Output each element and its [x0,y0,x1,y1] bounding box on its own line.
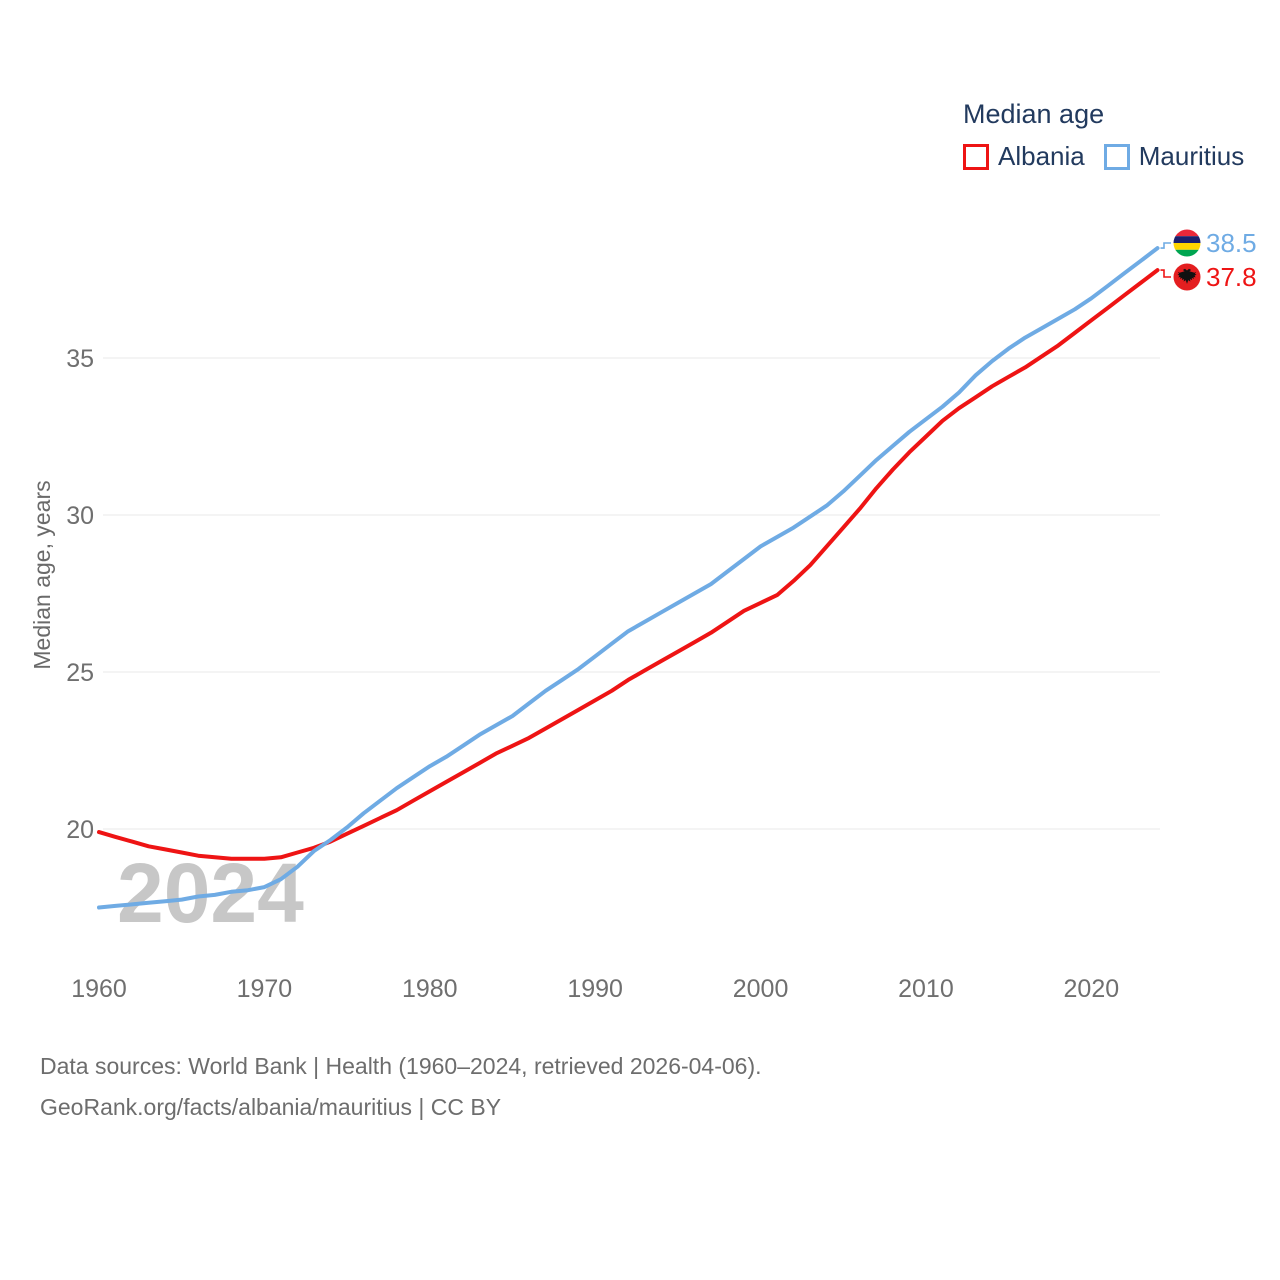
watermark-year: 2024 [117,846,304,940]
albania-line[interactable] [97,268,1160,861]
gridlines [103,357,1160,830]
mauritius-flag-stripe-blue [1173,236,1201,243]
y-axis-title: Median age, years [29,480,55,670]
series-lines [97,246,1160,910]
label-connectors [1160,242,1171,278]
x-tick-1970: 1970 [237,975,293,1003]
y-tick-35: 35 [66,345,94,373]
albania-series-swatch [963,143,989,170]
x-tick-2020: 2020 [1064,975,1120,1003]
mauritius-line[interactable] [97,246,1160,910]
mauritius-end-value: 38.5 [1206,228,1257,258]
legend-title: Median age [963,99,1105,129]
y-tick-30: 30 [66,502,94,530]
mauritius-flag-icon [1173,229,1201,257]
mauritius-flag-stripe-green [1173,249,1201,257]
albania-end-value: 37.8 [1206,262,1257,292]
y-tick-25: 25 [66,659,94,687]
legend-label-mauritius: Mauritius [1138,141,1245,171]
x-tick-1990: 1990 [567,975,623,1003]
legend-items: Albania Mauritius [963,141,1244,172]
legend-item-mauritius[interactable]: Mauritius [1103,141,1245,172]
footer-data-sources: Data sources: World Bank | Health (1960–… [40,1053,762,1079]
mauritius-series-swatch [1103,143,1130,170]
albania-flag-icon [1173,263,1201,291]
mauritius-flag-stripe-red [1173,229,1201,237]
footer: Data sources: World Bank | Health (1960–… [40,1046,762,1128]
albania-label-connector [1160,269,1171,278]
footer-attribution: GeoRank.org/facts/albania/mauritius | CC… [40,1094,502,1120]
albania-flag-eagle [1177,268,1197,284]
legend: Median age Albania Mauritius [963,99,1244,172]
legend-item-albania[interactable]: Albania [963,141,1085,172]
x-tick-2010: 2010 [898,975,954,1003]
x-tick-1960: 1960 [71,975,127,1003]
y-tick-20: 20 [66,816,94,844]
legend-label-albania: Albania [998,141,1085,171]
x-tick-1980: 1980 [402,975,458,1003]
mauritius-flag-stripe-yellow [1173,243,1201,250]
mauritius-label-connector [1160,242,1171,249]
x-tick-2000: 2000 [733,975,789,1003]
axis-ticks: 20 25 30 35 1960 1970 1980 1990 2000 2010 2020 [66,345,1119,1003]
